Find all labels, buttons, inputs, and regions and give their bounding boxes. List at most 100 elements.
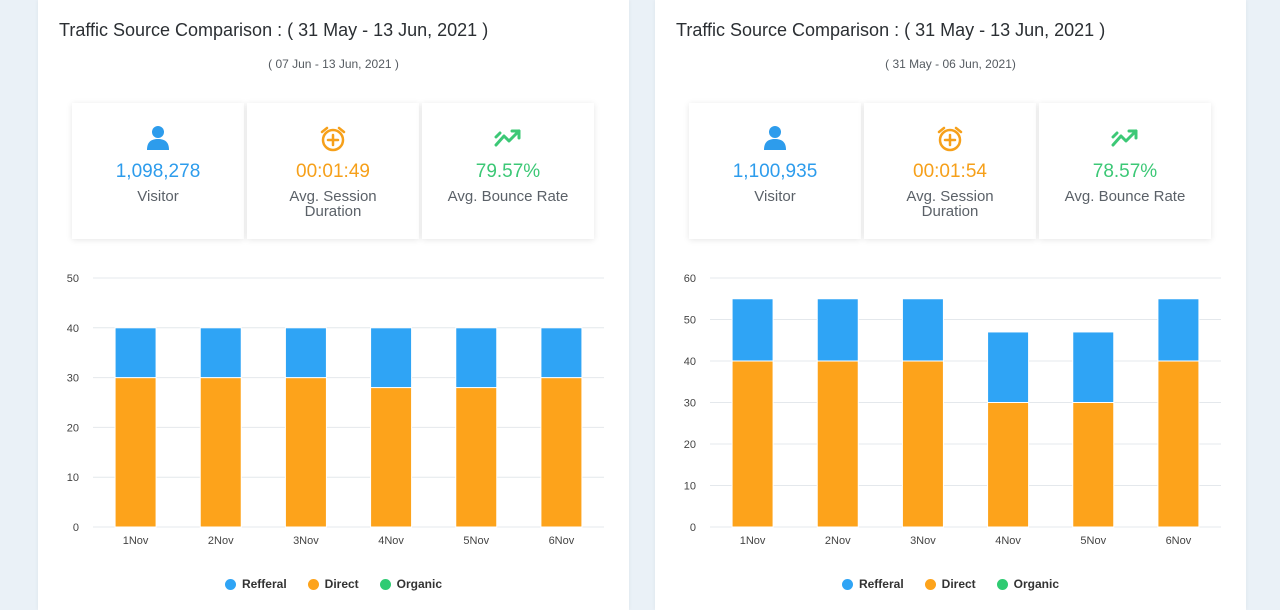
x-tick-label: 6Nov: [1166, 535, 1192, 547]
bounce-rate-value: 79.57%: [475, 161, 541, 182]
y-tick-label: 40: [67, 323, 79, 335]
legend-dot-direct: [924, 578, 936, 590]
session-duration-label: Avg. Session Duration: [289, 188, 377, 220]
stat-card-visitor: 1,098,278 Visitor: [72, 103, 244, 239]
legend-dot-organic: [996, 578, 1008, 590]
bar-segment-refferal[interactable]: [114, 327, 157, 379]
alarm-clock-icon: [864, 125, 1036, 153]
y-tick-label: 50: [684, 315, 696, 327]
stat-card-bounce-rate: 79.57% Avg. Bounce Rate: [422, 103, 594, 239]
stat-card-visitor: 1,100,935 Visitor: [689, 103, 861, 239]
person-icon: [72, 125, 244, 153]
bar-segment-refferal[interactable]: [455, 327, 498, 389]
bar-segment-direct[interactable]: [455, 387, 498, 528]
x-tick-label: 1Nov: [740, 535, 766, 547]
bounce-rate-label: Avg. Bounce Rate: [1064, 188, 1186, 205]
legend-dot-referral: [224, 578, 236, 590]
y-tick-label: 0: [690, 522, 696, 534]
legend-item-referral[interactable]: Refferal: [224, 577, 287, 591]
stat-cards: 1,098,278 Visitor 00:01:49 Avg. Session …: [72, 103, 594, 239]
bar-segment-direct[interactable]: [816, 360, 859, 528]
legend-item-referral[interactable]: Refferal: [841, 577, 904, 591]
legend-dot-organic: [379, 578, 391, 590]
x-tick-label: 2Nov: [208, 535, 234, 547]
legend-label-direct: Direct: [324, 577, 359, 591]
stat-cards: 1,100,935 Visitor 00:01:54 Avg. Session …: [689, 103, 1211, 239]
y-tick-label: 60: [684, 273, 696, 285]
legend-dot-referral: [841, 578, 853, 590]
bar-segment-direct[interactable]: [901, 360, 944, 528]
bar-segment-direct[interactable]: [370, 387, 413, 528]
legend-label-direct: Direct: [941, 577, 976, 591]
x-tick-label: 4Nov: [995, 535, 1021, 547]
legend-item-organic[interactable]: Organic: [996, 577, 1060, 591]
stat-card-bounce-rate: 78.57% Avg. Bounce Rate: [1039, 103, 1211, 239]
x-tick-label: 3Nov: [910, 535, 936, 547]
panel-subtitle: ( 07 Jun - 13 Jun, 2021 ): [268, 57, 399, 71]
visitor-value: 1,100,935: [732, 161, 818, 182]
legend-label-organic: Organic: [396, 577, 443, 591]
bar-segment-direct[interactable]: [199, 377, 242, 528]
bar-segment-refferal[interactable]: [987, 331, 1030, 403]
bar-segment-direct[interactable]: [540, 377, 583, 528]
bar-segment-refferal[interactable]: [816, 298, 859, 362]
y-tick-label: 0: [73, 522, 79, 534]
bar-segment-refferal[interactable]: [540, 327, 583, 379]
bar-segment-direct[interactable]: [731, 360, 774, 528]
session-duration-value: 00:01:54: [913, 161, 987, 182]
bar-segment-refferal[interactable]: [370, 327, 413, 389]
y-tick-label: 50: [67, 273, 79, 285]
trend-up-icon: [422, 125, 594, 153]
stat-card-session-duration: 00:01:49 Avg. Session Duration: [247, 103, 419, 239]
visitor-label: Visitor: [137, 188, 179, 205]
session-duration-value: 00:01:49: [296, 161, 370, 182]
stacked-bar-chart: 0 10 20 30 40 50 1Nov 2Nov 3Nov 4Nov 5Nov 6Nov: [67, 273, 604, 547]
y-tick-label: 20: [684, 439, 696, 451]
x-tick-label: 3Nov: [293, 535, 319, 547]
bounce-rate-value: 78.57%: [1092, 161, 1158, 182]
bar-segment-refferal[interactable]: [284, 327, 327, 379]
legend-item-direct[interactable]: Direct: [924, 577, 976, 591]
visitor-label: Visitor: [754, 188, 796, 205]
panel-title: Traffic Source Comparison : ( 31 May - 1…: [676, 20, 1106, 40]
y-tick-label: 10: [67, 472, 79, 484]
bar-segment-refferal[interactable]: [901, 298, 944, 362]
session-duration-label: Avg. Session Duration: [906, 188, 994, 220]
bar-segment-refferal[interactable]: [1072, 331, 1115, 403]
legend-item-direct[interactable]: Direct: [307, 577, 359, 591]
x-tick-label: 6Nov: [549, 535, 575, 547]
person-icon: [689, 125, 861, 153]
bar-segment-direct[interactable]: [987, 402, 1030, 528]
bar-segment-refferal[interactable]: [731, 298, 774, 362]
legend-label-organic: Organic: [1013, 577, 1060, 591]
traffic-panel-previous: Traffic Source Comparison : ( 31 May - 1…: [655, 0, 1246, 610]
legend-label-referral: Refferal: [241, 577, 287, 591]
bar-segment-direct[interactable]: [114, 377, 157, 528]
chart-legend: Refferal Direct Organic: [38, 577, 629, 591]
traffic-panel-current: Traffic Source Comparison : ( 31 May - 1…: [38, 0, 629, 610]
bar-segment-refferal[interactable]: [1157, 298, 1200, 362]
y-tick-label: 30: [67, 373, 79, 385]
trend-up-icon: [1039, 125, 1211, 153]
stat-card-session-duration: 00:01:54 Avg. Session Duration: [864, 103, 1036, 239]
bar-segment-direct[interactable]: [1157, 360, 1200, 528]
stacked-bar-chart: 0 10 20 30 40 50 60 1Nov 2Nov 3Nov 4Nov 5Nov 6Nov: [684, 273, 1221, 547]
panel-subtitle: ( 31 May - 06 Jun, 2021): [885, 57, 1016, 71]
y-tick-label: 10: [684, 481, 696, 493]
x-tick-label: 5Nov: [463, 535, 489, 547]
x-tick-label: 2Nov: [825, 535, 851, 547]
legend-item-organic[interactable]: Organic: [379, 577, 443, 591]
bar-segment-refferal[interactable]: [199, 327, 242, 379]
y-tick-label: 40: [684, 356, 696, 368]
bar-segment-direct[interactable]: [1072, 402, 1115, 528]
legend-dot-direct: [307, 578, 319, 590]
legend-label-referral: Refferal: [858, 577, 904, 591]
x-tick-label: 5Nov: [1080, 535, 1106, 547]
alarm-clock-icon: [247, 125, 419, 153]
visitor-value: 1,098,278: [115, 161, 201, 182]
chart-legend: Refferal Direct Organic: [655, 577, 1246, 591]
y-tick-label: 20: [67, 422, 79, 434]
y-tick-label: 30: [684, 398, 696, 410]
bar-segment-direct[interactable]: [284, 377, 327, 528]
bounce-rate-label: Avg. Bounce Rate: [447, 188, 569, 205]
